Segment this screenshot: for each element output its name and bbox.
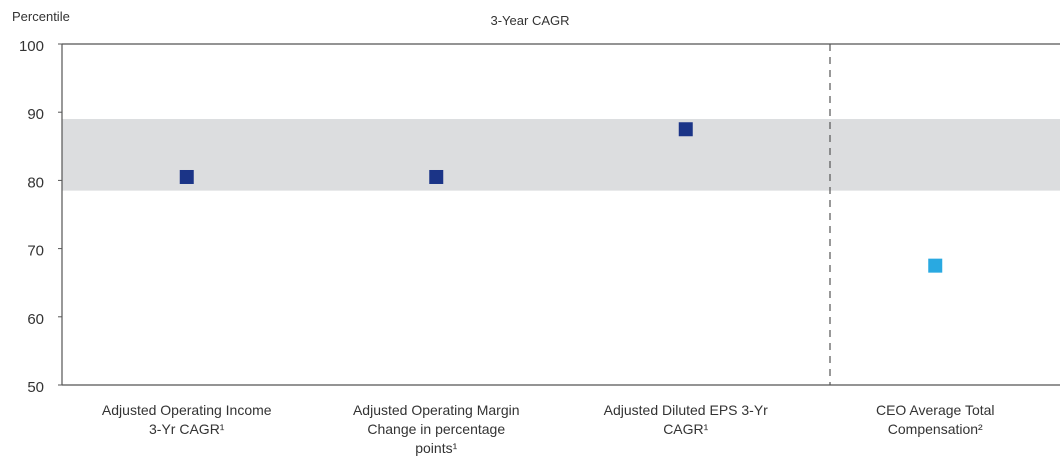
y-tick-label: 60 <box>27 311 44 328</box>
point <box>678 122 693 137</box>
x-tick-label: CEO Average Total Compensation² <box>875 402 995 437</box>
target-band <box>62 119 1060 191</box>
x-tick-label: Adjusted Operating Income 3-Yr CAGR¹ <box>101 402 272 437</box>
x-tick-label: Adjusted Diluted EPS 3-Yr CAGR¹ <box>603 402 768 437</box>
y-tick-label: 100 <box>19 38 44 55</box>
y-axis-label: Percentile <box>12 9 70 24</box>
point <box>179 169 194 184</box>
y-tick-label: 50 <box>27 379 44 396</box>
y-tick-label: 80 <box>27 174 44 191</box>
chart-title: 3-Year CAGR <box>490 13 570 28</box>
x-tick-label: Adjusted Operating Margin Change in perc… <box>352 402 520 456</box>
y-tick-label: 70 <box>27 243 44 260</box>
point <box>429 169 444 184</box>
y-tick-label: 90 <box>27 106 44 123</box>
point <box>928 258 943 273</box>
